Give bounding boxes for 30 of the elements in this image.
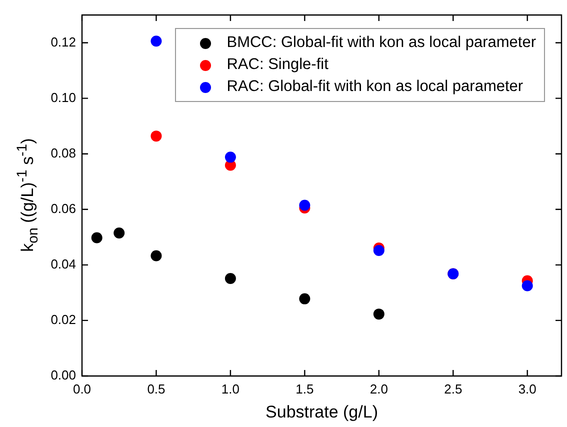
y-tick-label: 0.06 (50, 200, 76, 216)
y-tick-label: 0.00 (50, 368, 76, 383)
point (299, 293, 310, 304)
y-tick-label: 0.08 (50, 145, 76, 160)
x-tick-label: 1.0 (221, 381, 240, 396)
legend-label: RAC: Global-fit with kon as local parameter (226, 77, 524, 97)
point (150, 250, 162, 262)
y-tick-label: 0.10 (50, 90, 76, 105)
point (522, 280, 533, 292)
point (373, 308, 384, 320)
x-tick-label: 1.5 (296, 381, 314, 396)
x-tick-label: 3.0 (518, 381, 536, 396)
legend-label: BMCC: Global-fit with kon as local parameter (226, 33, 536, 53)
point (150, 130, 162, 142)
x-tick-label: 0.5 (147, 381, 166, 396)
point (373, 244, 384, 256)
x-tick-label: 2.0 (370, 381, 388, 396)
x-tick-label: 2.5 (444, 381, 462, 396)
point (91, 232, 102, 244)
x-tick-label: 0.0 (72, 381, 92, 396)
legend-label: RAC: Single-fit (226, 55, 328, 75)
x-axis-title: Substrate (g/L) (266, 402, 378, 422)
y-tick-label: 0.12 (50, 34, 76, 50)
point (150, 36, 162, 47)
point (114, 227, 125, 238)
y-tick-label: 0.04 (50, 256, 76, 272)
point (299, 200, 310, 211)
point (224, 152, 236, 163)
point (224, 273, 236, 284)
y-tick-label: 0.02 (50, 312, 76, 328)
